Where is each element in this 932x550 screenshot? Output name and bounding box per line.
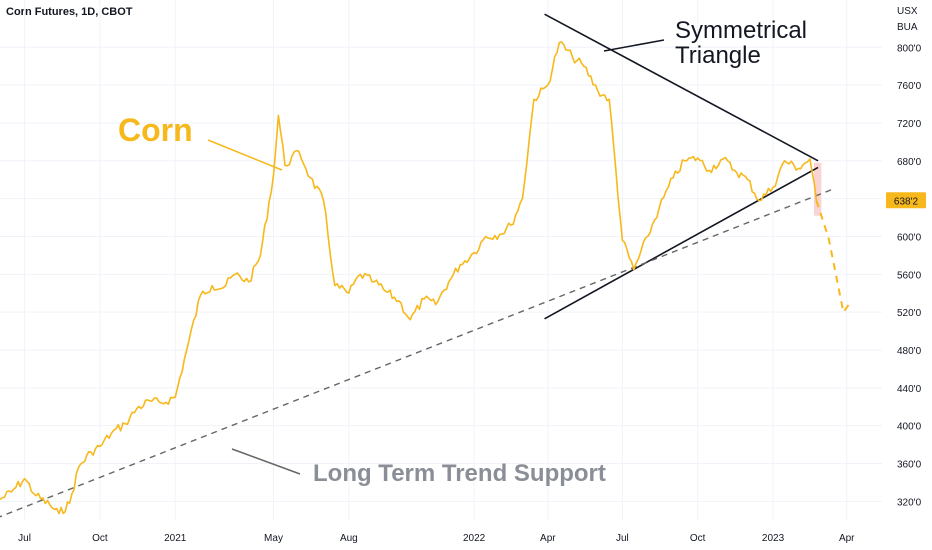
- price-line: [0, 41, 818, 515]
- y-tick-label: 400'0: [897, 422, 922, 433]
- x-tick-label: 2021: [164, 533, 187, 544]
- y-tick-label: 760'0: [897, 81, 922, 92]
- x-tick-label: 2022: [463, 533, 486, 544]
- trend-support-pointer: [231, 448, 301, 475]
- chart-title: Corn Futures, 1D, CBOT: [6, 6, 133, 18]
- triangle-annotation-line2: Triangle: [675, 42, 761, 69]
- y-tick-label: 480'0: [897, 346, 922, 357]
- currency-label: USX: [897, 6, 918, 17]
- x-tick-label: Apr: [540, 533, 556, 544]
- x-tick-label: Apr: [839, 533, 855, 544]
- x-tick-label: Jul: [18, 533, 31, 544]
- corn-pointer: [207, 139, 283, 171]
- triangle-pointer: [603, 39, 665, 52]
- x-tick-label: Oct: [690, 533, 706, 544]
- x-tick-label: Jul: [616, 533, 629, 544]
- x-tick-label: May: [264, 533, 283, 544]
- triangle-annotation-line1: Symmetrical: [675, 17, 807, 44]
- y-tick-label: 560'0: [897, 270, 922, 281]
- projection-line: [815, 200, 851, 315]
- triangle-upper-line: [544, 13, 819, 162]
- breakdown-highlight: [813, 162, 822, 216]
- y-tick-label: 440'0: [897, 384, 922, 395]
- current-price-label: 638'2: [894, 196, 919, 207]
- y-tick-label: 600'0: [897, 232, 922, 243]
- y-tick-label: 360'0: [897, 460, 922, 471]
- y-tick-label: 720'0: [897, 119, 922, 130]
- y-tick-label: 680'0: [897, 157, 922, 168]
- long-term-trend-support-line: [0, 188, 834, 518]
- unit-label: BUA: [897, 22, 918, 33]
- current-price-tag: [886, 192, 926, 209]
- triangle-lower-line: [544, 166, 819, 320]
- trend-support-annotation: Long Term Trend Support: [313, 460, 606, 487]
- x-tick-label: Aug: [340, 533, 358, 544]
- y-tick-label: 800'0: [897, 43, 922, 54]
- x-tick-label: 2023: [762, 533, 785, 544]
- corn-annotation: Corn: [118, 112, 193, 148]
- x-tick-label: Oct: [92, 533, 108, 544]
- y-tick-label: 520'0: [897, 308, 922, 319]
- y-tick-label: 320'0: [897, 497, 922, 508]
